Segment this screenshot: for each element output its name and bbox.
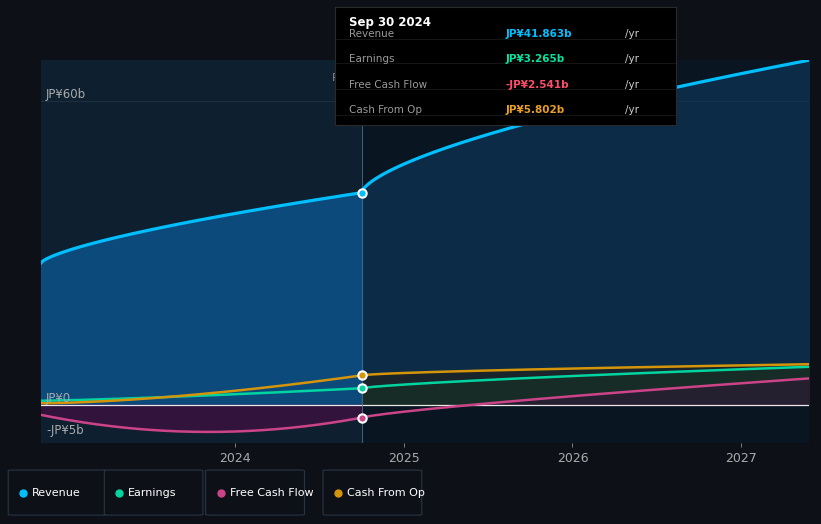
Bar	[41, 60, 361, 443]
Text: Free Cash Flow: Free Cash Flow	[230, 487, 314, 498]
Text: Cash From Op: Cash From Op	[349, 105, 422, 115]
Text: -JP¥5b: -JP¥5b	[46, 423, 84, 436]
Text: JP¥3.265b: JP¥3.265b	[506, 54, 565, 64]
Bar	[361, 60, 809, 443]
Text: Earnings: Earnings	[128, 487, 177, 498]
Text: JP¥0: JP¥0	[46, 392, 71, 405]
Text: Past: Past	[332, 73, 355, 83]
Text: Analysts Forecasts: Analysts Forecasts	[369, 73, 472, 83]
Text: Cash From Op: Cash From Op	[347, 487, 425, 498]
FancyBboxPatch shape	[323, 470, 422, 515]
Text: Revenue: Revenue	[32, 487, 81, 498]
Text: /yr: /yr	[625, 54, 639, 64]
Text: /yr: /yr	[625, 105, 639, 115]
FancyBboxPatch shape	[104, 470, 203, 515]
Text: Free Cash Flow: Free Cash Flow	[349, 80, 427, 90]
Text: -JP¥2.541b: -JP¥2.541b	[506, 80, 569, 90]
Text: Earnings: Earnings	[349, 54, 394, 64]
Text: JP¥41.863b: JP¥41.863b	[506, 29, 572, 39]
FancyBboxPatch shape	[206, 470, 305, 515]
Text: /yr: /yr	[625, 80, 639, 90]
Text: /yr: /yr	[625, 29, 639, 39]
Text: JP¥5.802b: JP¥5.802b	[506, 105, 565, 115]
Text: JP¥60b: JP¥60b	[46, 88, 86, 101]
Text: Sep 30 2024: Sep 30 2024	[349, 16, 430, 29]
Text: Revenue: Revenue	[349, 29, 394, 39]
FancyBboxPatch shape	[8, 470, 107, 515]
